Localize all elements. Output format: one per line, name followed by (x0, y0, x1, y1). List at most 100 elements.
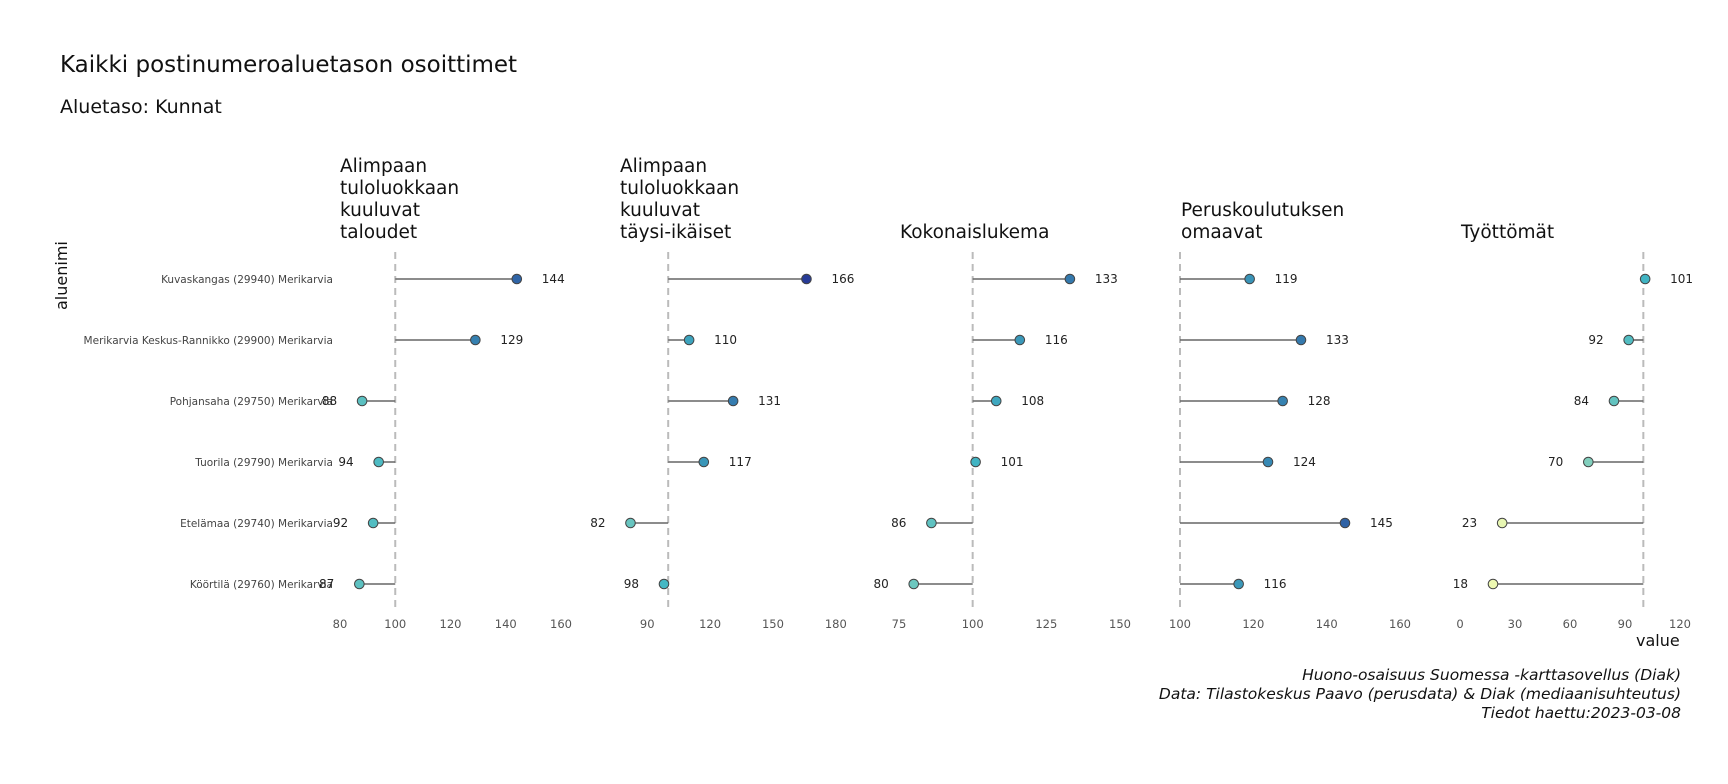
panel-title-line: tuloluokkaan (340, 178, 459, 199)
caption: Huono-osaisuus Suomessa -karttasovellus … (1159, 666, 1681, 723)
row-label: Köörtilä (29760) Merikarvia (189, 579, 333, 591)
data-point (1244, 273, 1255, 285)
panel: Alimpaan tuloluokkaan kuuluvat täysi-ikäise… (590, 156, 854, 631)
data-label: 131 (758, 394, 781, 408)
data-label: 23 (1462, 516, 1477, 530)
data-point (990, 395, 1002, 407)
panel-title-line: Työttömät (1460, 222, 1554, 243)
chart-subtitle: Aluetaso: Kunnat (60, 96, 222, 118)
data-point (1262, 456, 1274, 468)
x-tick-label: 180 (825, 617, 847, 631)
data-label: 144 (542, 272, 565, 286)
data-label: 84 (1574, 394, 1589, 408)
data-point (511, 273, 523, 285)
panel: Kokonaislukema 75 100 125 150 133 116 108 101 86 8… (873, 222, 1131, 631)
panel-title-line: tuloluokkaan (620, 178, 739, 199)
caption-data-source: Data: Tilastokeskus Paavo (perusdata) & … (1158, 685, 1681, 703)
data-point (1014, 334, 1026, 346)
x-tick-label: 120 (1669, 617, 1691, 631)
data-point (356, 395, 368, 407)
data-point (1339, 517, 1351, 529)
x-tick-label: 150 (1109, 617, 1131, 631)
panel-title: Työttömät (1460, 222, 1554, 243)
data-point (1583, 456, 1594, 468)
panel-title-line: taloudet (340, 222, 417, 243)
data-point (926, 517, 937, 529)
data-label: 87 (319, 577, 334, 591)
data-point (698, 456, 710, 468)
data-point (625, 517, 636, 529)
data-label: 98 (624, 577, 639, 591)
data-label: 166 (831, 272, 854, 286)
data-label: 101 (1001, 455, 1024, 469)
caption-source-app: Huono-osaisuus Suomessa -karttasovellus … (1302, 666, 1681, 684)
panel: Peruskoulutuksen omaavat 100 120 140 160 119 13… (1169, 200, 1411, 631)
data-label: 116 (1045, 333, 1068, 347)
panel-title: Alimpaan tuloluokkaan kuuluvat täysi-ikäise… (620, 156, 739, 243)
data-point (367, 517, 379, 529)
data-point (1639, 273, 1651, 285)
panel-title-line: Kokonaislukema (900, 222, 1049, 243)
panel-title-line: Peruskoulutuksen (1181, 200, 1344, 221)
data-point (1295, 334, 1307, 346)
data-point (1233, 578, 1244, 590)
data-point (727, 395, 739, 407)
data-label: 92 (333, 516, 348, 530)
x-tick-label: 160 (550, 617, 572, 631)
data-label: 128 (1308, 394, 1331, 408)
data-point (1623, 334, 1634, 346)
data-label: 80 (873, 577, 888, 591)
row-label: Merikarvia Keskus-Rannikko (29900) Merik… (83, 335, 333, 347)
data-point (1487, 578, 1499, 590)
x-tick-label: 150 (762, 617, 784, 631)
panel-title-line: Alimpaan (620, 156, 707, 177)
data-label: 86 (891, 516, 906, 530)
data-label: 119 (1275, 272, 1298, 286)
x-tick-label: 120 (440, 617, 462, 631)
panel-title-line: kuuluvat (620, 200, 700, 221)
row-label: Pohjansaha (29750) Merikarvia (169, 396, 333, 408)
x-tick-label: 100 (1169, 617, 1191, 631)
data-label: 70 (1548, 455, 1563, 469)
data-point (683, 334, 695, 346)
data-point (1608, 395, 1620, 407)
row-label: Etelämaa (29740) Merikarvia (180, 518, 333, 530)
x-tick-label: 100 (384, 617, 406, 631)
data-point (908, 578, 920, 590)
chart-title: Kaikki postinumeroaluetason osoittimet (60, 52, 518, 78)
data-label: 110 (714, 333, 737, 347)
data-point (1277, 395, 1288, 407)
data-label: 117 (729, 455, 752, 469)
data-point (373, 456, 384, 468)
x-tick-label: 100 (962, 617, 984, 631)
data-label: 92 (1588, 333, 1603, 347)
x-tick-label: 90 (640, 617, 655, 631)
panel-title: Alimpaan tuloluokkaan kuuluvat taloudet (340, 156, 459, 243)
data-label: 124 (1293, 455, 1316, 469)
data-point (470, 334, 481, 346)
x-tick-label: 30 (1508, 617, 1523, 631)
data-point (1496, 517, 1508, 529)
x-tick-label: 120 (699, 617, 721, 631)
data-label: 108 (1021, 394, 1044, 408)
data-label: 133 (1326, 333, 1349, 347)
panel-title-line: kuuluvat (340, 200, 420, 221)
panel-title-line: täysi-ikäiset (620, 222, 731, 243)
panel-title: Peruskoulutuksen omaavat (1181, 200, 1344, 243)
x-tick-label: 0 (1456, 617, 1463, 631)
data-label: 145 (1370, 516, 1393, 530)
x-tick-label: 140 (1316, 617, 1338, 631)
panel: Työttömät 0 30 60 90 120 101 92 84 70 23 18 (1453, 222, 1693, 631)
data-label: 88 (322, 394, 337, 408)
x-tick-label: 140 (495, 617, 517, 631)
row-label: Kuvaskangas (29940) Merikarvia (161, 274, 333, 286)
data-label: 116 (1264, 577, 1287, 591)
data-point (658, 578, 670, 590)
x-tick-label: 75 (892, 617, 907, 631)
row-label: Tuorila (29790) Merikarvia (195, 457, 333, 469)
data-point (970, 456, 981, 468)
caption-date: Tiedot haettu:2023-03-08 (1481, 704, 1681, 722)
panel-title-line: omaavat (1181, 222, 1263, 243)
data-label: 82 (590, 516, 605, 530)
data-label: 18 (1453, 577, 1468, 591)
